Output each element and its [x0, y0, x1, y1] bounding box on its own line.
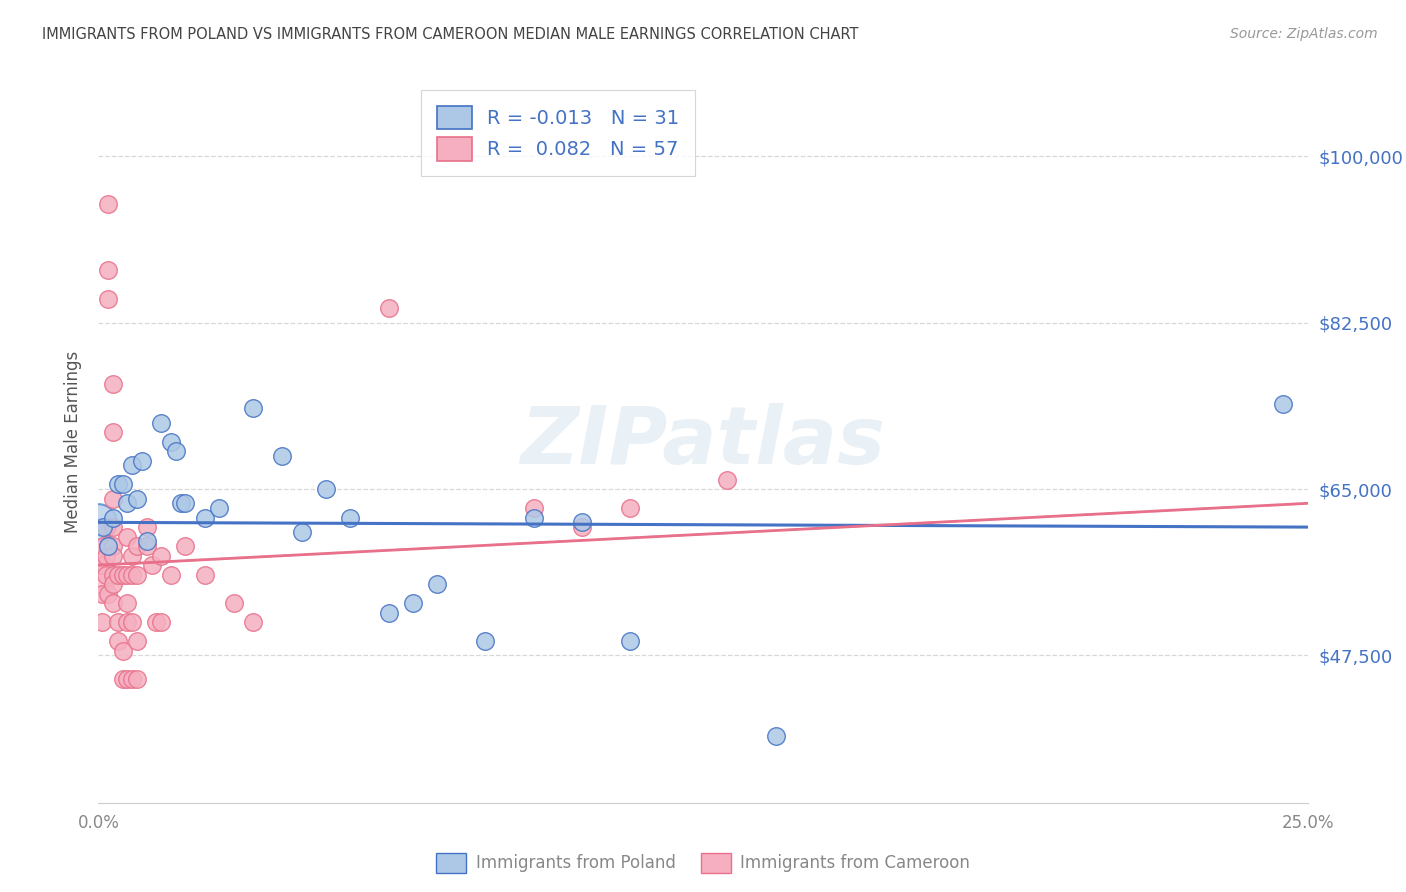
- Point: [101, 520, 124, 534]
- Point: [242, 615, 264, 630]
- Point: [94, 520, 117, 534]
- Point: [90, 558, 112, 573]
- Point: [111, 672, 134, 686]
- Point: [127, 567, 149, 582]
- Point: [97, 539, 120, 553]
- Point: [111, 643, 134, 657]
- Point: [474, 634, 496, 648]
- Point: [107, 477, 129, 491]
- Text: Source: ZipAtlas.com: Source: ZipAtlas.com: [1230, 27, 1378, 41]
- Point: [121, 672, 143, 686]
- Point: [90, 587, 112, 601]
- Point: [242, 401, 264, 416]
- Point: [135, 534, 157, 549]
- Point: [117, 567, 139, 582]
- Point: [94, 567, 117, 582]
- Point: [97, 539, 120, 553]
- Point: [117, 596, 139, 610]
- Point: [339, 510, 361, 524]
- Point: [91, 558, 114, 573]
- Point: [117, 672, 139, 686]
- Point: [377, 606, 399, 620]
- Point: [121, 567, 143, 582]
- Point: [145, 615, 167, 630]
- Point: [127, 634, 149, 648]
- Point: [377, 301, 399, 316]
- Point: [619, 501, 641, 516]
- Point: [402, 596, 425, 610]
- Point: [131, 453, 153, 467]
- Point: [107, 615, 129, 630]
- Point: [194, 510, 217, 524]
- Point: [523, 510, 546, 524]
- Point: [716, 473, 738, 487]
- Text: ZIPatlas: ZIPatlas: [520, 402, 886, 481]
- Y-axis label: Median Male Earnings: Median Male Earnings: [63, 351, 82, 533]
- Point: [315, 482, 337, 496]
- Point: [97, 587, 120, 601]
- Point: [87, 516, 110, 530]
- Text: IMMIGRANTS FROM POLAND VS IMMIGRANTS FROM CAMEROON MEDIAN MALE EARNINGS CORRELAT: IMMIGRANTS FROM POLAND VS IMMIGRANTS FRO…: [42, 27, 859, 42]
- Point: [127, 539, 149, 553]
- Point: [91, 539, 114, 553]
- Point: [174, 496, 197, 510]
- Point: [90, 615, 112, 630]
- Point: [150, 615, 173, 630]
- Point: [97, 197, 120, 211]
- Point: [121, 458, 143, 473]
- Point: [101, 377, 124, 392]
- Point: [208, 501, 231, 516]
- Point: [135, 520, 157, 534]
- Point: [174, 539, 197, 553]
- Point: [117, 615, 139, 630]
- Point: [97, 292, 120, 306]
- Point: [94, 549, 117, 563]
- Point: [141, 558, 163, 573]
- Point: [160, 434, 183, 449]
- Point: [127, 491, 149, 506]
- Point: [101, 425, 124, 439]
- Point: [222, 596, 245, 610]
- Point: [121, 549, 143, 563]
- Point: [101, 549, 124, 563]
- Point: [135, 539, 157, 553]
- Point: [101, 539, 124, 553]
- Point: [87, 567, 110, 582]
- Point: [271, 449, 294, 463]
- Point: [160, 567, 183, 582]
- Point: [101, 577, 124, 591]
- Point: [165, 444, 187, 458]
- Point: [91, 520, 114, 534]
- Point: [127, 672, 149, 686]
- Point: [97, 263, 120, 277]
- Point: [290, 524, 312, 539]
- Point: [619, 634, 641, 648]
- Point: [117, 496, 139, 510]
- Point: [107, 567, 129, 582]
- Point: [571, 520, 593, 534]
- Point: [101, 510, 124, 524]
- Point: [169, 496, 191, 510]
- Point: [117, 530, 139, 544]
- Point: [571, 516, 593, 530]
- Point: [523, 501, 546, 516]
- Point: [1272, 396, 1295, 410]
- Point: [150, 549, 173, 563]
- Legend: Immigrants from Poland, Immigrants from Cameroon: Immigrants from Poland, Immigrants from …: [427, 844, 979, 881]
- Point: [111, 477, 134, 491]
- Point: [111, 567, 134, 582]
- Point: [194, 567, 217, 582]
- Point: [101, 596, 124, 610]
- Point: [101, 567, 124, 582]
- Point: [121, 615, 143, 630]
- Point: [107, 634, 129, 648]
- Point: [150, 416, 173, 430]
- Point: [765, 729, 787, 743]
- Point: [426, 577, 449, 591]
- Point: [101, 491, 124, 506]
